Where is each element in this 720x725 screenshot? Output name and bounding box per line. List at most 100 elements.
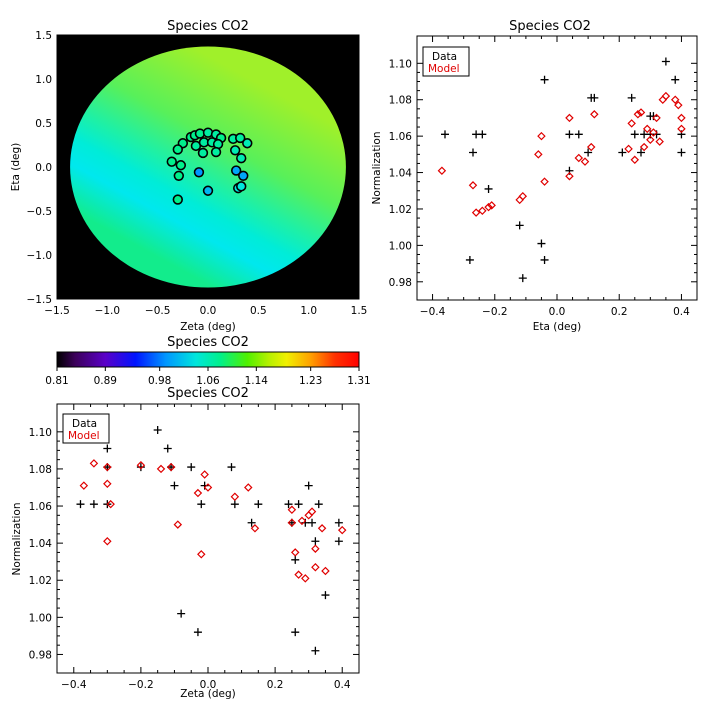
zeta-x-ticks: −0.4 −0.2 0.0 0.2 0.4	[61, 404, 351, 691]
eta-model-point	[642, 124, 652, 134]
map-ytick-label: −1.5	[27, 294, 53, 306]
zeta-ytick-label: 1.08	[29, 464, 52, 476]
map-station-marker	[197, 147, 209, 159]
zeta-data-point	[311, 646, 320, 655]
zeta-data-point	[321, 591, 330, 600]
eta-model-point	[677, 124, 686, 134]
eta-model-point	[478, 206, 487, 216]
zeta-model-point	[311, 563, 320, 572]
zeta-data-point	[103, 444, 112, 453]
eta-ytick-label: 1.06	[389, 131, 413, 143]
zeta-model-point	[166, 462, 176, 472]
zeta-xtick-label: −0.2	[128, 679, 154, 691]
zeta-data-point	[304, 481, 313, 490]
map-station-marker	[230, 165, 242, 176]
map-station-marker	[193, 167, 205, 178]
zeta-data-point	[197, 500, 206, 509]
map-y-label: Eta (deg)	[10, 143, 22, 192]
eta-model-point	[518, 191, 528, 201]
zeta-model-point	[230, 492, 240, 502]
zeta-model-point	[193, 488, 203, 498]
zeta-data-point	[153, 425, 162, 434]
eta-model-point	[540, 177, 549, 186]
map-station-marker	[175, 160, 187, 171]
zeta-data-point	[163, 444, 172, 453]
eta-y-label: Normalization	[371, 132, 383, 205]
eta-model-point	[565, 171, 574, 181]
zeta-ytick-label: 1.04	[29, 538, 53, 550]
eta-ytick-label: 1.10	[389, 58, 412, 70]
map-station-marker	[229, 145, 241, 156]
zeta-legend-box	[62, 413, 110, 444]
zeta-data-point	[334, 518, 343, 527]
colorbar-tick-label: 1.06	[196, 375, 220, 387]
zeta-model-point	[287, 505, 297, 514]
colorbar-gradient	[56, 351, 360, 368]
zeta-legend: Data Model	[62, 413, 110, 444]
map-station-marker	[236, 181, 247, 192]
eta-model-point	[590, 110, 599, 119]
eta-model-point	[627, 119, 636, 128]
zeta-model-point	[103, 462, 112, 472]
zeta-model-point	[311, 544, 320, 553]
eta-model-point	[534, 150, 543, 159]
map-station-marker	[173, 170, 185, 182]
map-station-marker	[242, 138, 253, 149]
eta-data-point	[540, 255, 549, 264]
zeta-model-point	[203, 483, 213, 492]
map-ytick-label: 0.5	[35, 118, 52, 130]
colorbar-tick-label: 0.89	[94, 375, 117, 387]
zeta-data-point	[294, 500, 303, 509]
eta-plot-area	[437, 57, 686, 283]
zeta-model-point	[317, 524, 327, 533]
zeta-model-point	[294, 570, 303, 579]
eta-model-point	[586, 142, 596, 152]
map-xtick-label: 1.5	[351, 305, 368, 317]
eta-data-point	[465, 255, 474, 264]
eta-data-point	[540, 75, 549, 84]
zeta-data-point	[254, 500, 263, 509]
eta-model-point	[487, 201, 496, 210]
zeta-model-point	[250, 524, 260, 533]
eta-model-point	[677, 113, 686, 123]
zeta-data-point	[247, 518, 256, 527]
zeta-xtick-label: 0.0	[200, 679, 217, 691]
zeta-ytick-label: 0.98	[29, 649, 52, 661]
eta-legend: Data Model	[422, 46, 470, 77]
eta-ytick-label: 0.98	[389, 277, 412, 289]
zeta-data-point	[193, 628, 202, 637]
zeta-ytick-label: 1.00	[29, 612, 52, 624]
eta-model-point	[471, 208, 481, 217]
zeta-model-point	[136, 460, 146, 470]
eta-xtick-label: 0.4	[673, 306, 690, 318]
colorbar-title: Species CO2	[167, 335, 249, 350]
eta-model-point	[661, 91, 671, 101]
eta-data-point	[677, 148, 686, 157]
zeta-model-point	[103, 537, 112, 546]
map-ytick-label: 0.0	[35, 162, 52, 174]
eta-data-point	[637, 148, 645, 157]
eta-model-point	[674, 100, 683, 110]
eta-model-point	[636, 108, 646, 117]
eta-ytick-label: 1.00	[389, 240, 412, 252]
map-xtick-label: −1.5	[44, 305, 70, 317]
zeta-data-point	[284, 500, 293, 509]
eta-data-point	[618, 148, 627, 157]
zeta-model-point	[290, 548, 300, 557]
eta-data-point	[484, 184, 493, 193]
eta-model-point	[655, 137, 664, 146]
map-ytick-label: −1.0	[27, 250, 53, 262]
map-ytick-label: −0.5	[27, 206, 53, 218]
map-xtick-label: 1.0	[300, 305, 317, 317]
map-station-marker	[166, 156, 177, 167]
zeta-ytick-label: 1.06	[29, 501, 53, 513]
zeta-data-point	[76, 500, 85, 509]
eta-data-point	[565, 130, 574, 139]
eta-model-point	[537, 131, 546, 141]
zeta-model-point	[200, 470, 209, 479]
eta-model-point	[633, 110, 643, 119]
eta-legend-model: Model	[428, 63, 460, 75]
zeta-xtick-label: 0.4	[334, 679, 351, 691]
eta-scatter-panel: Species CO2 −0.4 −0.2 0.0 0.2 0.4 0.98 1.00 1.…	[371, 19, 698, 333]
